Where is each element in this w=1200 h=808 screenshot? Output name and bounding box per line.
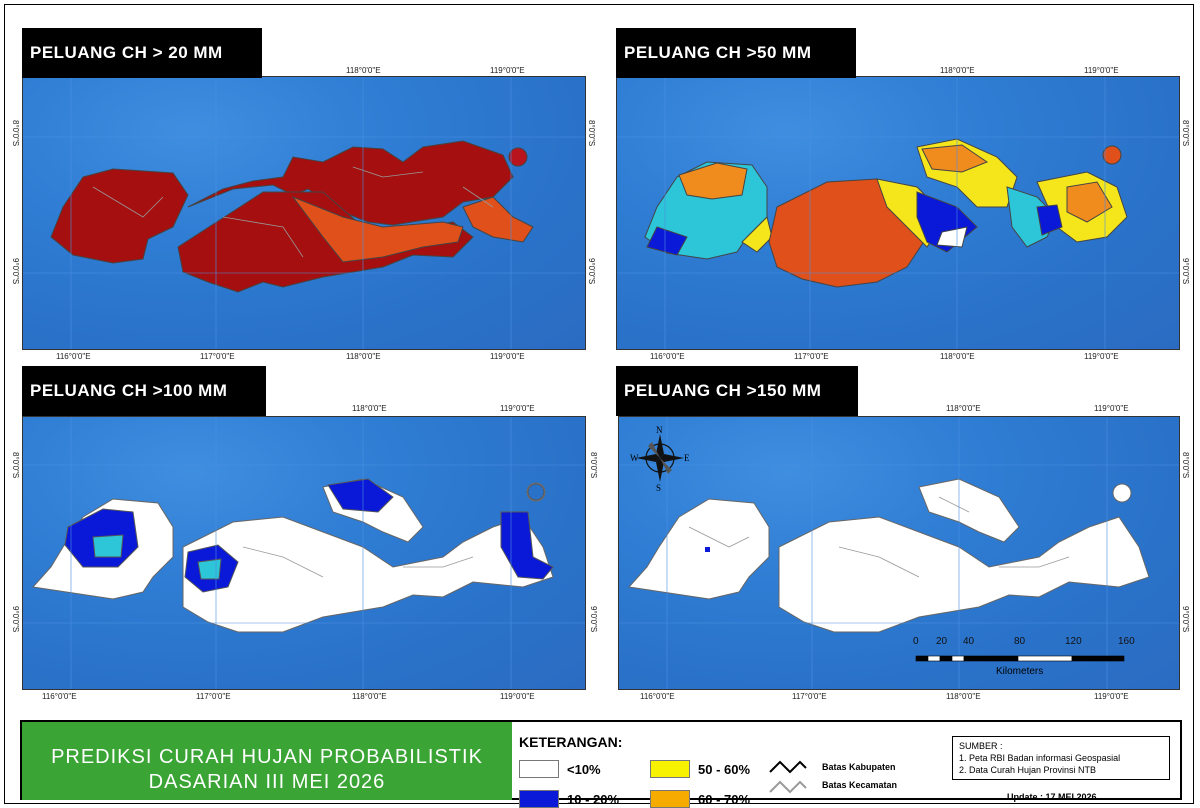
lat-tick: 9°0'0"S bbox=[587, 258, 596, 285]
legend-swatch-10-20 bbox=[519, 790, 559, 808]
scale-bar: 0 20 40 80 120 160 Kilometers bbox=[908, 634, 1138, 678]
panel-title: PELUANG CH >150 MM bbox=[616, 366, 858, 416]
source-item: 2. Data Curah Hujan Provinsi NTB bbox=[959, 765, 1097, 775]
legend-band: PREDIKSI CURAH HUJAN PROBABILISTIK DASAR… bbox=[20, 720, 1182, 808]
compass-w: W bbox=[630, 453, 639, 463]
source-title: SUMBER : bbox=[959, 741, 1003, 751]
lon-tick: 118°0'0"E bbox=[946, 692, 981, 701]
lon-tick: 119°0'0"E bbox=[1084, 352, 1119, 361]
panel-title: PELUANG CH >100 MM bbox=[22, 366, 266, 416]
lat-tick: 9°0'0"S bbox=[11, 606, 20, 633]
lat-tick: 9°0'0"S bbox=[589, 606, 598, 633]
legend-line-label: Batas Kecamatan bbox=[822, 780, 898, 790]
subdistrict-boundary-line-icon bbox=[769, 780, 807, 794]
scale-label: 20 bbox=[936, 636, 948, 647]
panel-title: PELUANG CH > 20 MM bbox=[22, 28, 262, 78]
legend-swatch-lt10 bbox=[519, 760, 559, 778]
lon-tick: 118°0'0"E bbox=[352, 692, 387, 701]
legend-swatch-50-60 bbox=[650, 760, 690, 778]
lon-tick: 116°0'0"E bbox=[650, 352, 685, 361]
panel-title: PELUANG CH >50 MM bbox=[616, 28, 856, 78]
lon-tick: 118°0'0"E bbox=[940, 66, 975, 75]
map-area[interactable] bbox=[22, 416, 586, 690]
lon-tick: 116°0'0"E bbox=[640, 692, 675, 701]
scale-unit: Kilometers bbox=[996, 666, 1043, 677]
lon-tick: 117°0'0"E bbox=[200, 352, 235, 361]
lon-tick: 118°0'0"E bbox=[346, 352, 381, 361]
map-title-line2: DASARIAN III MEI 2026 bbox=[148, 771, 386, 793]
lat-tick: 9°0'0"S bbox=[1181, 606, 1190, 633]
lon-tick: 116°0'0"E bbox=[56, 352, 91, 361]
lon-tick: 117°0'0"E bbox=[196, 692, 231, 701]
legend-label: <10% bbox=[567, 762, 601, 777]
lon-tick: 118°0'0"E bbox=[940, 352, 975, 361]
district-boundary-line-icon bbox=[769, 760, 807, 774]
lat-tick: 9°0'0"S bbox=[11, 258, 20, 285]
lon-tick: 116°0'0"E bbox=[42, 692, 77, 701]
lat-tick: 8°0'0"S bbox=[1181, 120, 1190, 147]
lon-tick: 117°0'0"E bbox=[794, 352, 829, 361]
lon-tick: 119°0'0"E bbox=[1094, 692, 1129, 701]
lon-tick: 119°0'0"E bbox=[1094, 404, 1129, 413]
lat-tick: 8°0'0"S bbox=[11, 120, 20, 147]
map-area[interactable] bbox=[616, 76, 1180, 350]
legend-swatch-60-70 bbox=[650, 790, 690, 808]
map-title-box: PREDIKSI CURAH HUJAN PROBABILISTIK DASAR… bbox=[22, 722, 512, 800]
legend-line-label: Batas Kabupaten bbox=[822, 762, 896, 772]
source-item: 1. Peta RBI Badan informasi Geospasial bbox=[959, 753, 1121, 763]
lon-tick: 118°0'0"E bbox=[346, 66, 381, 75]
lon-tick: 119°0'0"E bbox=[490, 352, 525, 361]
scale-label: 40 bbox=[963, 636, 975, 647]
map-area[interactable] bbox=[22, 76, 586, 350]
lon-tick: 118°0'0"E bbox=[946, 404, 981, 413]
lon-tick: 119°0'0"E bbox=[500, 404, 535, 413]
source-box: SUMBER : 1. Peta RBI Badan informasi Geo… bbox=[952, 736, 1170, 780]
lat-tick: 8°0'0"S bbox=[11, 452, 20, 479]
lat-tick: 9°0'0"S bbox=[1181, 258, 1190, 285]
lon-tick: 117°0'0"E bbox=[792, 692, 827, 701]
map-title-line1: PREDIKSI CURAH HUJAN PROBABILISTIK bbox=[51, 746, 483, 768]
legend-label: 50 - 60% bbox=[698, 762, 751, 777]
lon-tick: 119°0'0"E bbox=[500, 692, 535, 701]
lat-tick: 8°0'0"S bbox=[1181, 452, 1190, 479]
scale-label: 0 bbox=[913, 636, 919, 647]
compass-rose-icon: N S W E bbox=[630, 424, 690, 493]
lat-tick: 8°0'0"S bbox=[587, 120, 596, 147]
scale-label: 80 bbox=[1014, 636, 1026, 647]
lon-tick: 118°0'0"E bbox=[352, 404, 387, 413]
lon-tick: 119°0'0"E bbox=[1084, 66, 1119, 75]
compass-e: E bbox=[684, 453, 690, 463]
compass-s: S bbox=[656, 483, 661, 492]
legend-title: KETERANGAN: bbox=[519, 734, 623, 750]
scale-label: 120 bbox=[1065, 636, 1082, 647]
lon-tick: 119°0'0"E bbox=[490, 66, 525, 75]
map-area[interactable] bbox=[618, 416, 1180, 690]
update-date: Update : 17 MEI 2026 bbox=[1007, 792, 1097, 802]
compass-n: N bbox=[656, 425, 663, 435]
scale-label: 160 bbox=[1118, 636, 1135, 647]
lat-tick: 8°0'0"S bbox=[589, 452, 598, 479]
